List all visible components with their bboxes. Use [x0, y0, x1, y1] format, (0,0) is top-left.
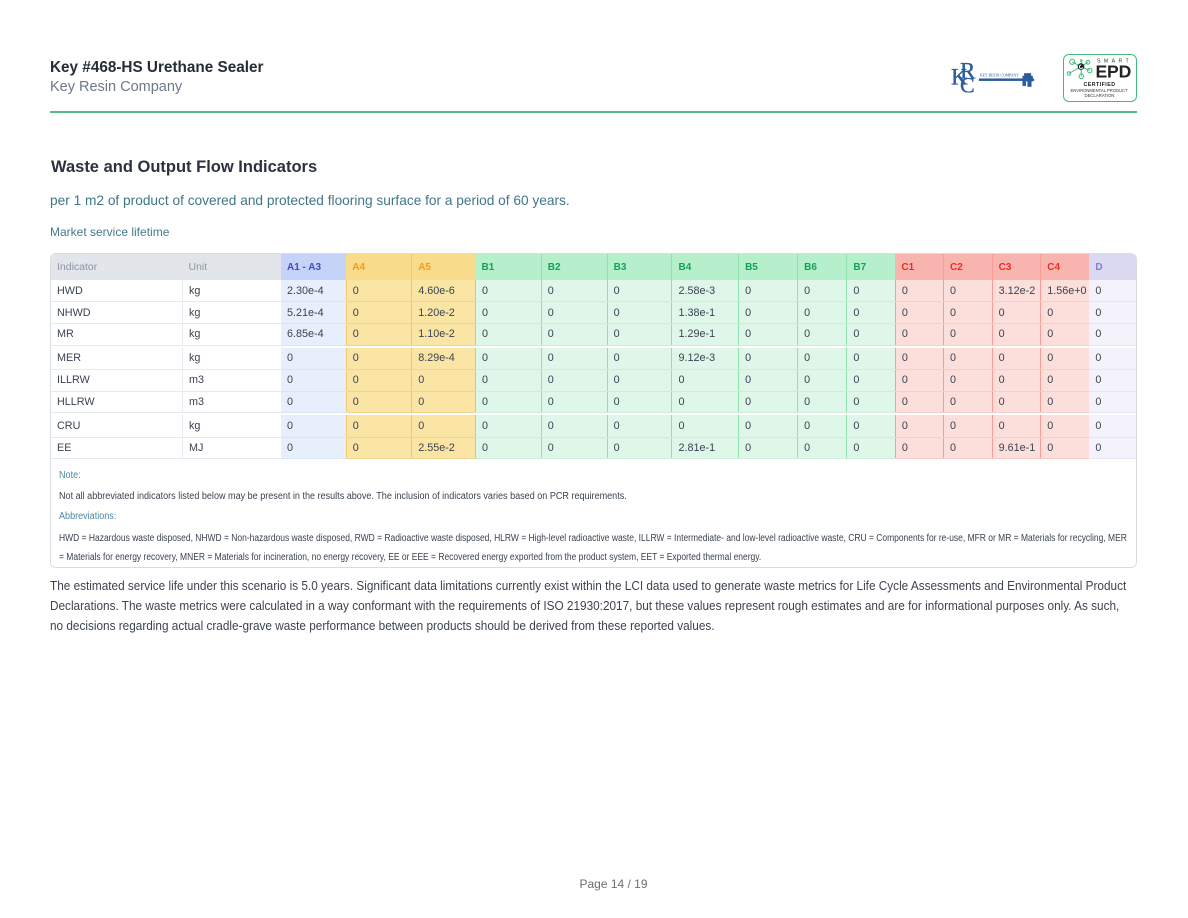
svg-text:C: C — [960, 73, 975, 98]
svg-text:CERTIFIED: CERTIFIED — [1083, 82, 1115, 88]
svg-text:ENVIRONMENTAL PRODUCT: ENVIRONMENTAL PRODUCT — [1071, 88, 1128, 93]
svg-text:DECLARATION: DECLARATION — [1085, 93, 1115, 98]
svg-text:EPD: EPD — [1096, 61, 1132, 81]
svg-text:SMART: SMART — [1097, 59, 1132, 65]
svg-text:R: R — [960, 59, 976, 84]
svg-text:KEY RESIN COMPANY: KEY RESIN COMPANY — [980, 73, 1020, 78]
svg-text:K: K — [951, 64, 968, 89]
